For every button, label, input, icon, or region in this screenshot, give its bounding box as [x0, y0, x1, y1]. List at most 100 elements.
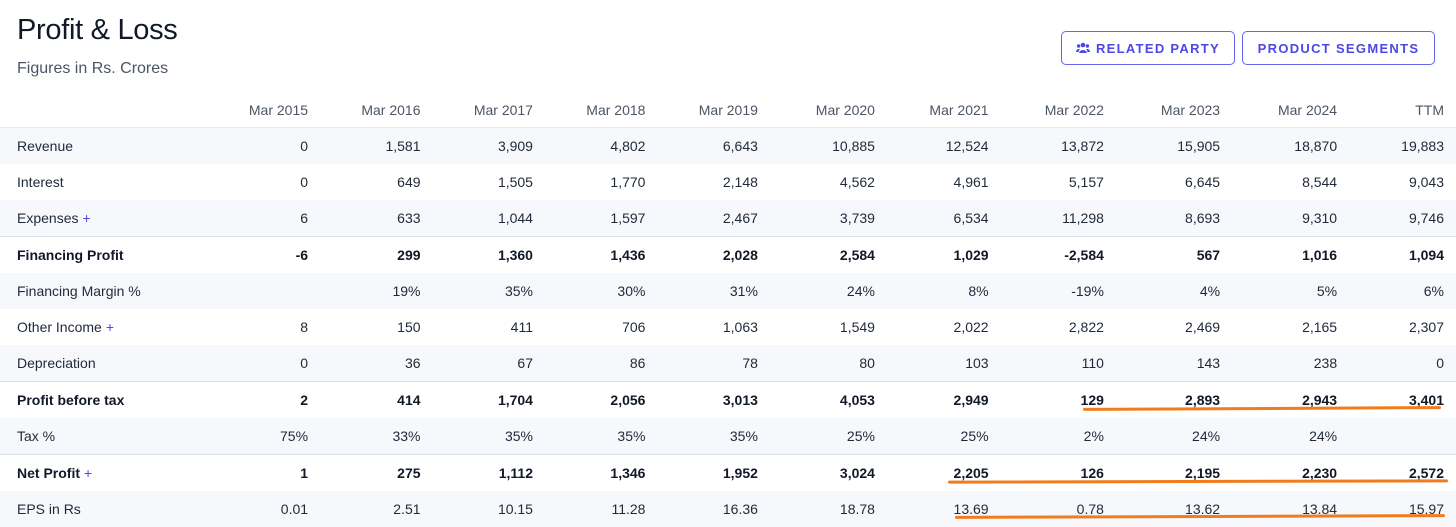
table-cell: 1,094	[1349, 237, 1456, 274]
table-cell: 2,028	[657, 237, 769, 274]
table-row: Tax %75%33%35%35%35%25%25%2%24%24%	[0, 418, 1456, 455]
table-cell: 1,436	[545, 237, 657, 274]
table-cell: 129	[1001, 382, 1116, 419]
table-cell: 5%	[1232, 273, 1349, 309]
table-cell: 1,952	[657, 455, 769, 492]
table-cell: 2,949	[887, 382, 1001, 419]
product-segments-label: PRODUCT SEGMENTS	[1258, 41, 1420, 56]
row-label: Financing Margin %	[0, 273, 201, 309]
expand-plus-icon[interactable]: +	[106, 319, 114, 335]
table-cell: 2,584	[770, 237, 887, 274]
table-cell: 9,043	[1349, 164, 1456, 200]
table-cell: 25%	[770, 418, 887, 455]
table-cell: 35%	[545, 418, 657, 455]
table-cell: 2%	[1001, 418, 1116, 455]
row-label-text: Tax %	[17, 428, 55, 444]
table-cell: 13,872	[1001, 128, 1116, 165]
table-cell: 2,572	[1349, 455, 1456, 492]
table-cell: 2,467	[657, 200, 769, 237]
table-cell: 110	[1001, 345, 1116, 382]
table-cell: -2,584	[1001, 237, 1116, 274]
table-cell: 80	[770, 345, 887, 382]
table-cell: 9,746	[1349, 200, 1456, 237]
row-label[interactable]: Expenses+	[0, 200, 201, 237]
table-cell: 36	[320, 345, 432, 382]
related-party-label: RELATED PARTY	[1096, 41, 1220, 56]
table-cell: 33%	[320, 418, 432, 455]
table-cell: 414	[320, 382, 432, 419]
column-header: Mar 2015	[201, 92, 320, 128]
table-cell: 24%	[1232, 418, 1349, 455]
table-cell: -6	[201, 237, 320, 274]
row-label-text: Interest	[17, 174, 64, 190]
row-label[interactable]: Net Profit+	[0, 455, 201, 492]
table-cell: 706	[545, 309, 657, 345]
table-cell: 275	[320, 455, 432, 492]
table-cell: 1,112	[433, 455, 545, 492]
table-cell	[1349, 418, 1456, 455]
table-row: Financing Margin %19%35%30%31%24%8%-19%4…	[0, 273, 1456, 309]
table-cell: 3,401	[1349, 382, 1456, 419]
table-cell: 1,581	[320, 128, 432, 165]
table-cell: 4,802	[545, 128, 657, 165]
row-label[interactable]: Other Income+	[0, 309, 201, 345]
table-cell: 18,870	[1232, 128, 1349, 165]
table-cell: 19,883	[1349, 128, 1456, 165]
table-cell: 150	[320, 309, 432, 345]
table-cell: 2,943	[1232, 382, 1349, 419]
table-cell: 16.36	[657, 491, 769, 527]
table-cell: 2,469	[1116, 309, 1232, 345]
expand-plus-icon[interactable]: +	[82, 210, 90, 226]
row-label: Revenue	[0, 128, 201, 165]
table-cell: 1,704	[433, 382, 545, 419]
table-cell: 2,893	[1116, 382, 1232, 419]
table-cell: 0.01	[201, 491, 320, 527]
table-cell: 6,643	[657, 128, 769, 165]
table-cell: 1,063	[657, 309, 769, 345]
table-cell: 11.28	[545, 491, 657, 527]
row-label: Interest	[0, 164, 201, 200]
table-cell: 1,016	[1232, 237, 1349, 274]
table-cell: 4,961	[887, 164, 1001, 200]
table-cell: 567	[1116, 237, 1232, 274]
column-header: Mar 2023	[1116, 92, 1232, 128]
table-cell: 13.84	[1232, 491, 1349, 527]
table-cell: 2,195	[1116, 455, 1232, 492]
row-label: Profit before tax	[0, 382, 201, 419]
table-cell: 6%	[1349, 273, 1456, 309]
table-cell: 299	[320, 237, 432, 274]
row-label: EPS in Rs	[0, 491, 201, 527]
table-cell: 13.62	[1116, 491, 1232, 527]
table-cell: 67	[433, 345, 545, 382]
table-cell: 2	[201, 382, 320, 419]
row-label-text: Financing Margin %	[17, 283, 141, 299]
table-cell: 1,770	[545, 164, 657, 200]
product-segments-button[interactable]: PRODUCT SEGMENTS	[1242, 31, 1435, 65]
row-label-text: Net Profit	[17, 465, 80, 481]
column-header: Mar 2017	[433, 92, 545, 128]
row-label-text: Depreciation	[17, 355, 96, 371]
row-label-text: EPS in Rs	[17, 501, 81, 517]
row-label: Depreciation	[0, 345, 201, 382]
table-cell: 13.69	[887, 491, 1001, 527]
expand-plus-icon[interactable]: +	[84, 465, 92, 481]
related-party-button[interactable]: RELATED PARTY	[1061, 31, 1235, 65]
table-cell: 238	[1232, 345, 1349, 382]
table-cell: 1	[201, 455, 320, 492]
table-cell: 15.97	[1349, 491, 1456, 527]
table-cell: 633	[320, 200, 432, 237]
table-cell: 19%	[320, 273, 432, 309]
table-cell: 126	[1001, 455, 1116, 492]
table-cell: 3,909	[433, 128, 545, 165]
table-cell: 86	[545, 345, 657, 382]
header-label-cell	[0, 92, 201, 128]
